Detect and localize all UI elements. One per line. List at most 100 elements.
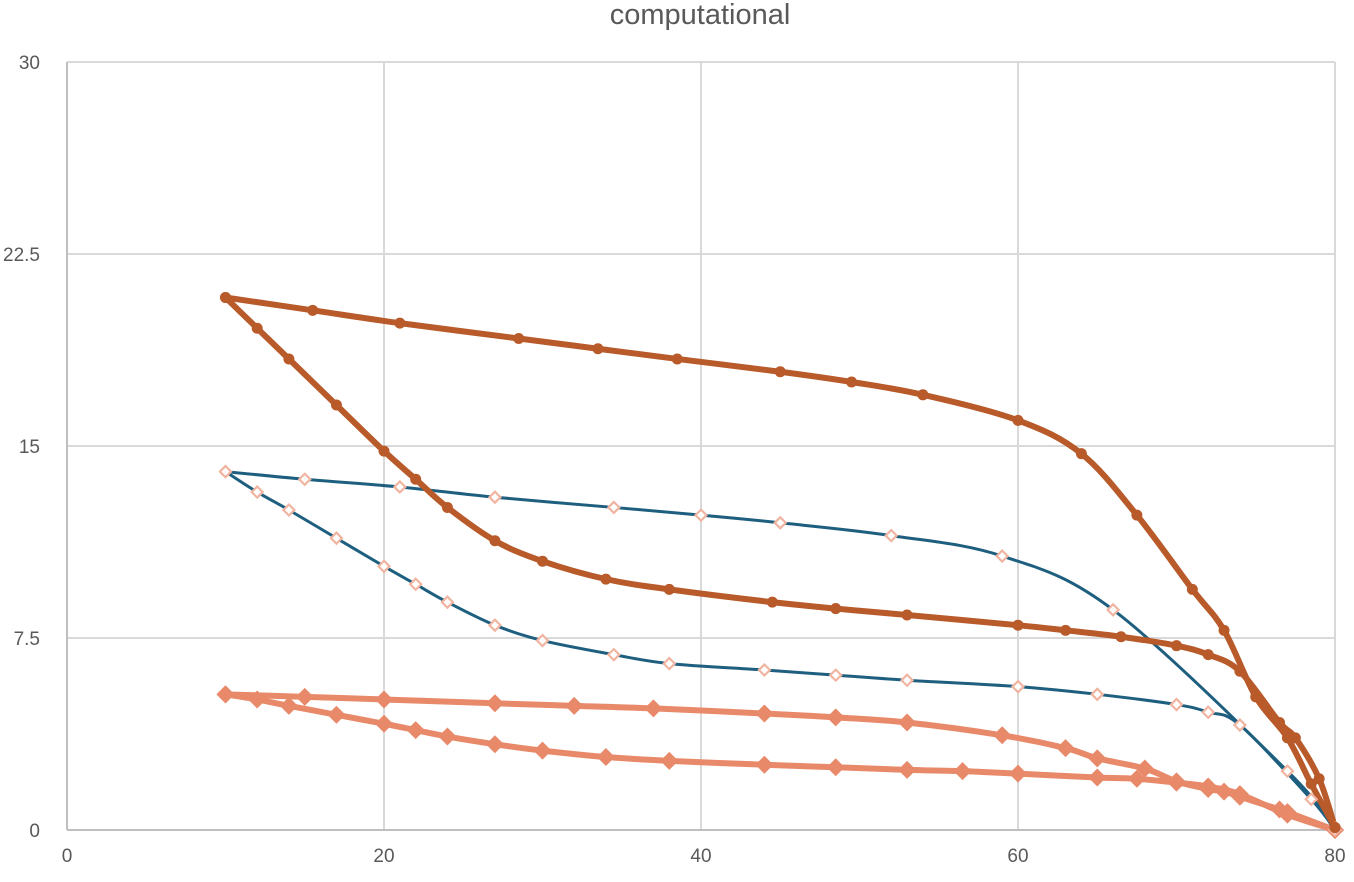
x-tick-label: 20 — [373, 846, 394, 867]
data-point-diamond — [375, 690, 393, 709]
data-point-diamond — [375, 714, 393, 733]
data-point-diamond — [392, 479, 407, 495]
data-point-circle — [1234, 665, 1246, 677]
data-point-circle — [394, 317, 406, 329]
data-point-diamond — [755, 704, 774, 723]
y-tick-label: 22.5 — [3, 245, 40, 266]
data-point-diamond — [826, 758, 845, 777]
data-point-diamond — [1304, 792, 1319, 807]
x-tick-label: 0 — [62, 846, 73, 867]
data-point-circle — [1281, 732, 1293, 744]
y-tick-label: 0 — [29, 821, 40, 842]
data-point-circle — [846, 376, 858, 388]
data-point-diamond — [596, 748, 615, 767]
data-point-diamond — [218, 464, 233, 479]
data-point-diamond — [755, 755, 774, 774]
data-point-diamond — [693, 508, 709, 523]
data-point-circle — [220, 292, 231, 304]
data-point-circle — [1012, 414, 1024, 426]
data-point-circle — [1202, 649, 1214, 661]
data-point-diamond — [1106, 602, 1121, 617]
data-point-circle — [1171, 640, 1182, 652]
data-point-circle — [917, 389, 929, 401]
data-point-circle — [592, 343, 604, 355]
data-point-diamond — [1201, 705, 1216, 720]
y-tick-label: 7.5 — [14, 629, 40, 650]
data-point-diamond — [993, 726, 1012, 745]
data-point-diamond — [1010, 679, 1026, 694]
data-point-circle — [1131, 509, 1143, 521]
data-point-circle — [283, 353, 295, 365]
data-point-circle — [671, 353, 683, 365]
data-point-diamond — [533, 741, 552, 760]
data-point-diamond — [327, 705, 346, 724]
tick-labels: 0 20 40 60 80 0 7.5 15 22.5 30 — [3, 53, 1346, 867]
data-point-circle — [830, 603, 842, 615]
data-point-diamond — [438, 727, 457, 746]
data-point-diamond — [773, 515, 788, 530]
data-point-circle — [663, 583, 675, 595]
data-point-diamond — [826, 708, 845, 727]
data-point-diamond — [216, 685, 235, 704]
data-point-circle — [537, 555, 548, 567]
data-point-diamond — [953, 762, 972, 781]
data-point-circle — [1313, 773, 1325, 785]
data-point-diamond — [606, 647, 621, 662]
data-point-diamond — [606, 500, 621, 515]
data-point-circle — [251, 322, 263, 334]
data-point-diamond — [279, 696, 298, 715]
series-line — [222, 691, 1338, 833]
x-tick-label: 80 — [1324, 846, 1345, 867]
data-point-diamond — [1230, 785, 1249, 804]
data-point-diamond — [898, 713, 917, 732]
data-point-diamond — [660, 751, 679, 770]
y-tick-label: 30 — [19, 53, 40, 74]
data-point-diamond — [1056, 739, 1075, 758]
data-point-diamond — [250, 485, 265, 500]
x-tick-label: 40 — [690, 846, 711, 867]
data-point-diamond — [487, 490, 503, 505]
data-point-diamond — [1088, 749, 1107, 768]
data-point-diamond — [1127, 769, 1146, 788]
x-tick-label: 60 — [1007, 846, 1028, 867]
data-point-diamond — [440, 595, 455, 610]
data-point-diamond — [995, 549, 1010, 564]
data-point-circle — [378, 445, 390, 457]
data-point-circle — [1012, 619, 1024, 631]
data-point-diamond — [485, 694, 504, 713]
data-point-diamond — [329, 531, 344, 546]
series-markers — [216, 292, 1344, 839]
data-point-diamond — [297, 472, 312, 487]
data-point-circle — [307, 304, 319, 316]
data-point-circle — [441, 501, 453, 513]
data-point-diamond — [281, 502, 296, 518]
data-point-diamond — [662, 656, 677, 671]
data-point-diamond — [248, 690, 267, 709]
data-point-diamond — [565, 696, 584, 715]
series-lines — [222, 294, 1338, 833]
data-point-circle — [1289, 732, 1301, 744]
data-point-diamond — [828, 668, 843, 683]
data-point-circle — [1218, 624, 1230, 636]
data-point-circle — [774, 366, 786, 378]
data-point-diamond — [884, 528, 899, 543]
data-point-diamond — [1199, 777, 1218, 796]
data-point-circle — [1305, 778, 1317, 790]
chart-title: computational — [610, 0, 791, 31]
data-point-circle — [766, 596, 778, 608]
grid-lines — [66, 61, 1336, 831]
data-point-diamond — [408, 577, 423, 592]
data-point-circle — [600, 573, 612, 585]
data-point-diamond — [406, 721, 425, 740]
data-point-diamond — [1009, 764, 1027, 783]
data-point-diamond — [898, 760, 917, 779]
data-point-circle — [489, 535, 501, 547]
data-point-diamond — [535, 633, 550, 648]
data-point-diamond — [295, 687, 314, 706]
data-point-diamond — [899, 673, 915, 688]
data-point-diamond — [1215, 782, 1234, 801]
data-point-circle — [901, 609, 913, 621]
data-point-diamond — [485, 735, 504, 754]
data-point-diamond — [1280, 764, 1295, 779]
